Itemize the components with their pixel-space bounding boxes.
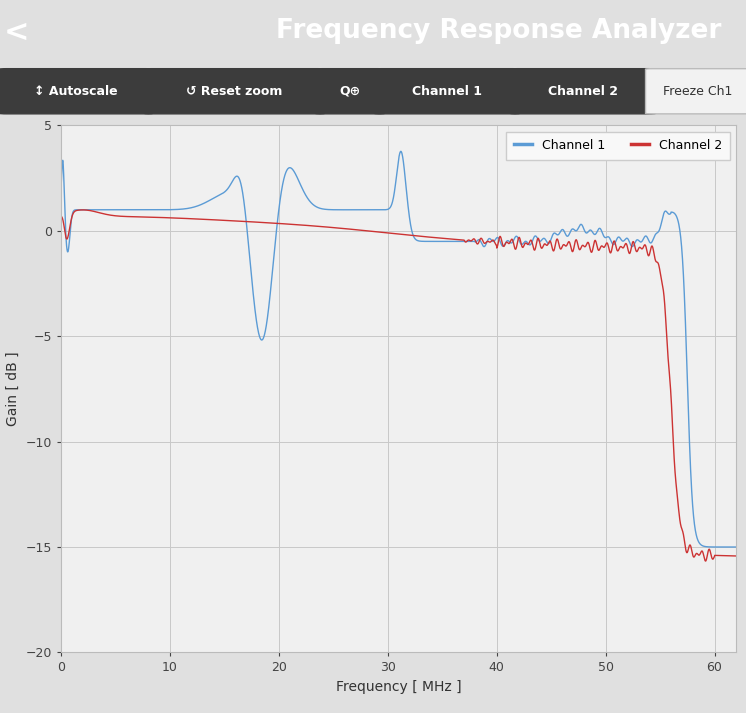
Channel 1 xyxy=(134,205,142,214)
FancyBboxPatch shape xyxy=(145,68,325,114)
Channel 1 xyxy=(345,205,354,214)
Text: Freeze Ch1: Freeze Ch1 xyxy=(663,85,733,98)
FancyBboxPatch shape xyxy=(645,68,746,114)
Channel 2 xyxy=(701,557,710,565)
X-axis label: Frequency [ MHz ]: Frequency [ MHz ] xyxy=(336,680,462,694)
Channel 1 xyxy=(718,543,727,551)
FancyBboxPatch shape xyxy=(510,68,656,114)
Text: Channel 2: Channel 2 xyxy=(548,85,618,98)
Channel 2 xyxy=(174,214,183,222)
Channel 2 xyxy=(78,205,87,214)
Text: <: < xyxy=(4,19,29,47)
Text: ↕ Autoscale: ↕ Autoscale xyxy=(34,85,118,98)
Text: Channel 1: Channel 1 xyxy=(412,85,482,98)
Text: Q⊕: Q⊕ xyxy=(339,85,360,98)
Y-axis label: Gain [ dB ]: Gain [ dB ] xyxy=(6,352,20,426)
Channel 1 xyxy=(316,204,325,212)
Channel 2 xyxy=(345,225,354,233)
FancyBboxPatch shape xyxy=(374,68,519,114)
Channel 1 xyxy=(732,543,741,551)
Text: ↺ Reset zoom: ↺ Reset zoom xyxy=(186,85,283,98)
Channel 1 xyxy=(646,239,655,247)
Channel 1 xyxy=(174,205,183,214)
Line: Channel 1: Channel 1 xyxy=(61,151,736,547)
Legend: Channel 1, Channel 2: Channel 1, Channel 2 xyxy=(506,132,730,160)
Line: Channel 2: Channel 2 xyxy=(61,210,736,561)
Channel 2 xyxy=(316,222,325,231)
Channel 2 xyxy=(134,212,143,221)
Channel 1 xyxy=(57,181,66,190)
FancyBboxPatch shape xyxy=(316,68,384,114)
Channel 2 xyxy=(57,212,66,220)
Channel 2 xyxy=(732,552,741,560)
Channel 2 xyxy=(719,551,728,560)
Channel 2 xyxy=(646,245,655,254)
Text: Frequency Response Analyzer: Frequency Response Analyzer xyxy=(276,19,721,44)
FancyBboxPatch shape xyxy=(0,68,152,114)
Channel 1 xyxy=(396,147,405,155)
